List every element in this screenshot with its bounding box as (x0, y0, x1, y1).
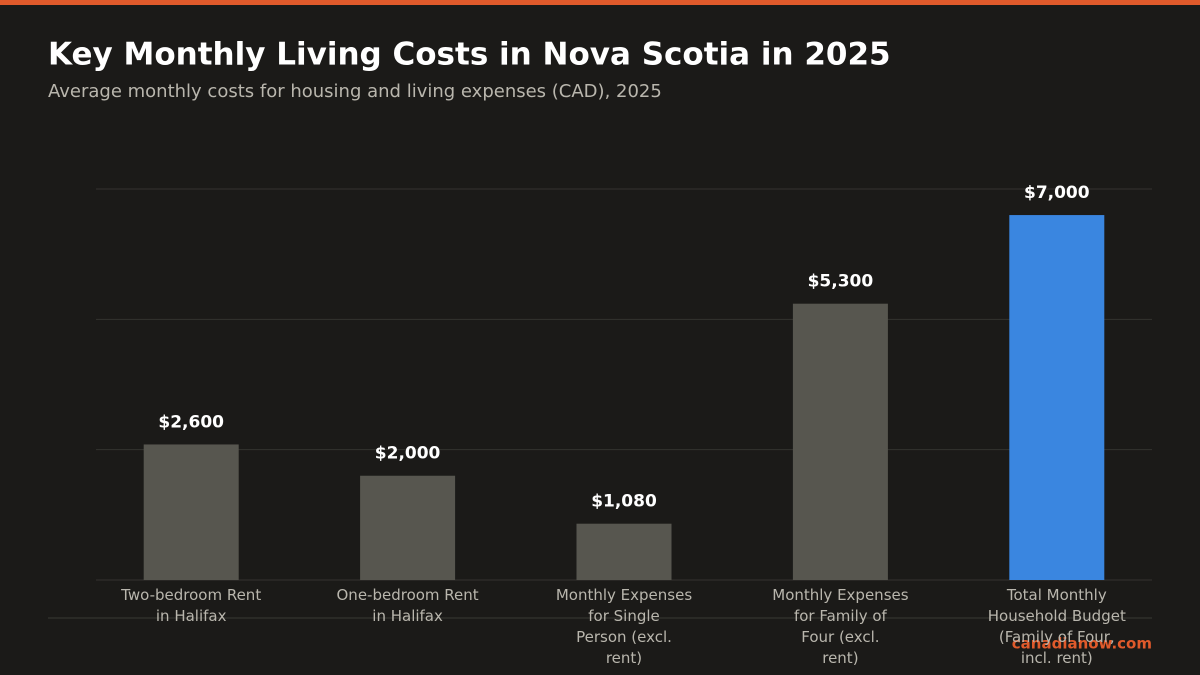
value-label: $5,300 (808, 272, 874, 292)
bar (1009, 215, 1105, 581)
value-label: $2,000 (375, 444, 441, 464)
x-tick-label: One-bedroom Rent in Halifax (337, 586, 479, 625)
x-tick-label: Total Monthly Household Budget (Family of … (988, 586, 1126, 667)
x-tick-label: Monthly Expenses for Family of Four (excl.… (772, 586, 908, 667)
source: canadianow.com (1012, 635, 1152, 653)
x-tick-label: Monthly Expenses for Single Person (excl. r… (556, 586, 692, 667)
bar (143, 444, 239, 580)
value-label: $7,000 (1024, 183, 1090, 203)
bar (576, 523, 672, 580)
chart-subtitle: Average monthly costs for housing and li… (48, 81, 662, 102)
value-label: $1,080 (591, 492, 657, 512)
x-tick-label: Two-bedroom Rent in Halifax (120, 586, 261, 625)
value-label: $2,600 (158, 412, 224, 432)
top-accent (0, 0, 1200, 5)
bar (792, 303, 888, 580)
chart-title: Key Monthly Living Costs in Nova Scotia … (48, 37, 891, 73)
bar (360, 475, 456, 580)
